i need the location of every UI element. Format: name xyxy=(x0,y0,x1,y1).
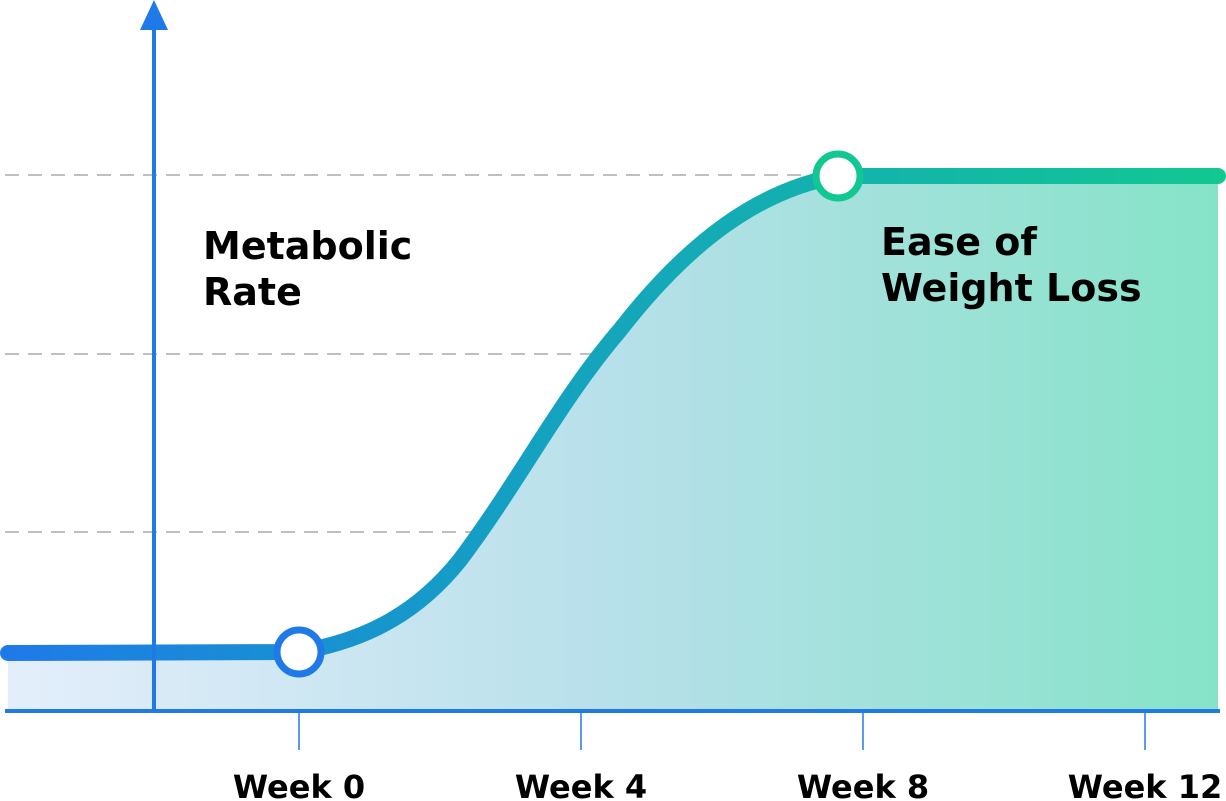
x-tick-label: Week 4 xyxy=(514,768,648,801)
peak-marker xyxy=(812,150,864,202)
area xyxy=(8,176,1218,711)
x-tick-label: Week 12 xyxy=(1067,768,1223,801)
x-tick-label: Week 8 xyxy=(796,768,930,801)
y-axis-label: Metabolic Rate xyxy=(203,224,413,314)
annotation: Ease of Weight Loss xyxy=(881,220,1142,310)
curve xyxy=(0,168,1226,661)
start-marker xyxy=(273,626,325,678)
y-axis-arrow xyxy=(140,0,168,30)
x-tick-label: Week 0 xyxy=(232,768,366,801)
